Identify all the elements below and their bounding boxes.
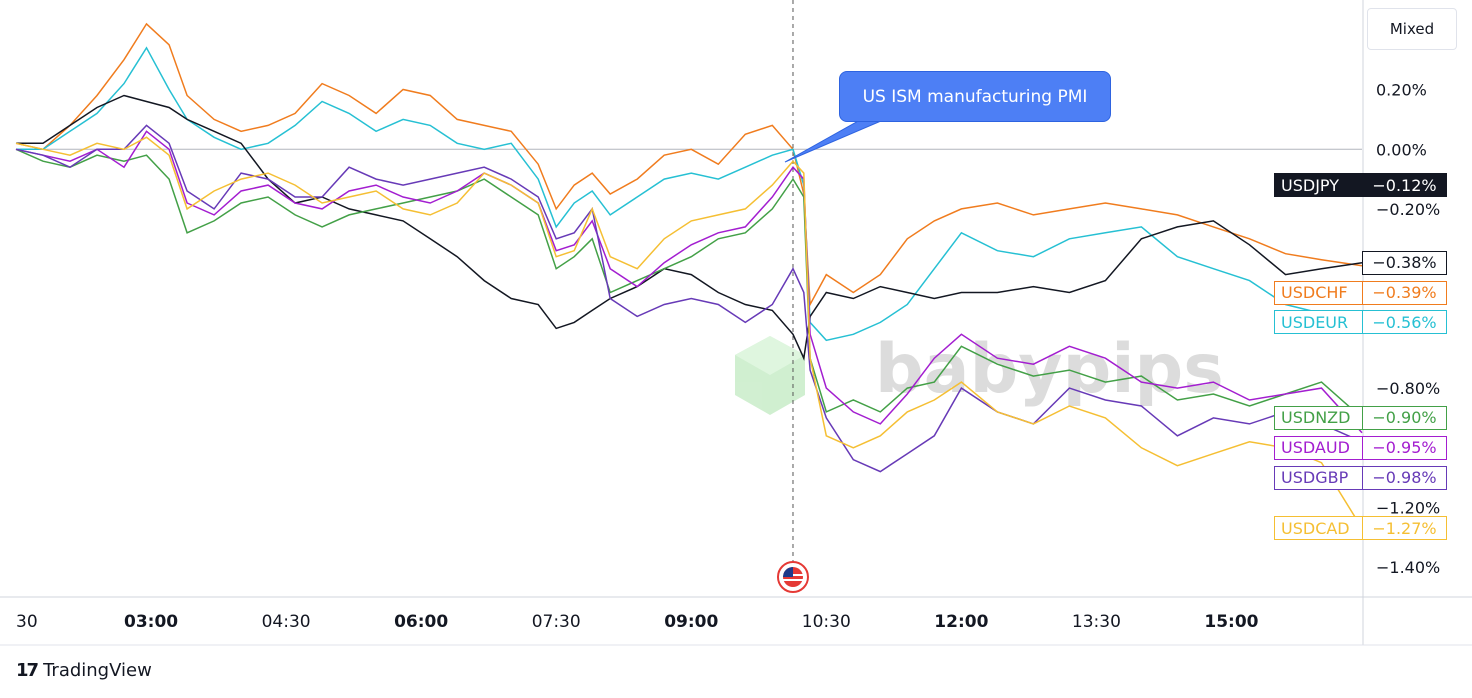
event-callout[interactable]: US ISM manufacturing PMI	[839, 71, 1111, 122]
y-tick-label: 0.20%	[1376, 81, 1427, 100]
price-tag-name: USDCAD	[1274, 516, 1362, 541]
price-tag-value: −0.56%	[1362, 310, 1447, 335]
price-tag-value: −0.38%	[1362, 250, 1447, 275]
x-tick-label: 13:30	[1072, 612, 1121, 632]
callout-pointer	[784, 117, 889, 163]
x-axis: 30 03:00 04:30 06:00 07:30 09:00 10:30 12:00 13:…	[16, 612, 1259, 632]
price-tag-value: −0.39%	[1362, 280, 1447, 305]
series-line-usdchf	[15, 22, 1363, 308]
x-tick-label: 10:30	[802, 612, 851, 632]
babypips-watermark: babypips	[735, 330, 1224, 415]
platform-name: TradingView	[43, 660, 152, 681]
us-flag-icon[interactable]	[776, 561, 809, 593]
tradingview-mark-icon: 17	[16, 660, 39, 681]
price-tag-value: −0.98%	[1362, 465, 1447, 490]
price-tag-name: USDNZD	[1274, 405, 1362, 430]
y-tick-label: 0.00%	[1376, 140, 1427, 159]
scale-mode-button[interactable]: Mixed	[1367, 8, 1457, 50]
price-tag-name: USDEUR	[1274, 310, 1362, 335]
price-tag-value: −0.90%	[1362, 405, 1447, 430]
x-tick-label: 03:00	[124, 612, 178, 632]
price-tag-name: USDJPY	[1274, 173, 1362, 198]
x-tick-label: 30	[16, 612, 38, 632]
series-line-usdcad	[15, 136, 1363, 529]
x-tick-label: 04:30	[262, 612, 311, 632]
x-tick-label: 15:00	[1204, 612, 1258, 632]
series-layer	[15, 22, 1363, 529]
tradingview-logo[interactable]: 17 TradingView	[16, 660, 152, 681]
y-tick-label: −1.40%	[1376, 558, 1440, 577]
axis-frame	[0, 0, 1472, 646]
series-line-usdaud	[15, 130, 1363, 434]
price-tag-value: −0.95%	[1362, 435, 1447, 460]
price-tag-value: −1.27%	[1362, 516, 1447, 541]
y-tick-label: −1.20%	[1376, 498, 1440, 517]
x-tick-label: 06:00	[394, 612, 448, 632]
flag-canton	[782, 567, 793, 577]
series-line-usdgbp	[15, 124, 1363, 473]
flag-stripe	[782, 579, 803, 581]
price-tag-name: USDCHF	[1274, 280, 1362, 305]
y-tick-label: −0.20%	[1376, 200, 1440, 219]
series-line-usdeur	[16, 46, 1363, 342]
x-tick-label: 09:00	[664, 612, 718, 632]
series-line-usdnzd	[15, 148, 1363, 419]
x-tick-label: 12:00	[934, 612, 988, 632]
y-tick-label: −0.80%	[1376, 379, 1440, 398]
price-tag-name: USDGBP	[1274, 465, 1362, 490]
price-tag-value: −0.12%	[1362, 173, 1447, 198]
x-tick-label: 07:30	[532, 612, 581, 632]
series-line-usdjpy	[16, 94, 1363, 361]
price-tag-name: USDAUD	[1274, 435, 1362, 460]
watermark-text: babypips	[875, 330, 1224, 409]
